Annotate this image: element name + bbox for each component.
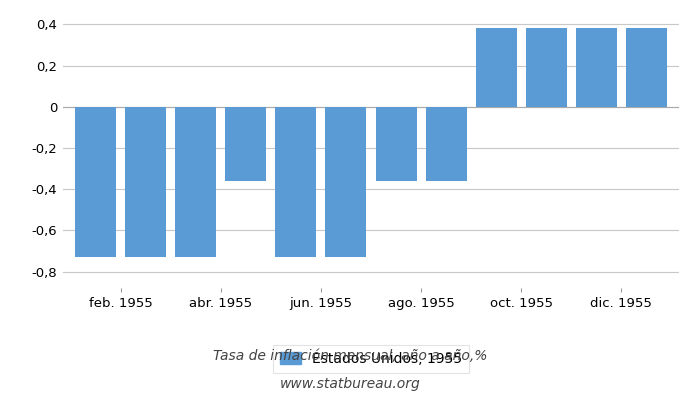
Bar: [225, 107, 266, 181]
Bar: [526, 28, 567, 107]
Bar: [426, 107, 467, 181]
Text: www.statbureau.org: www.statbureau.org: [279, 377, 421, 391]
Bar: [576, 28, 617, 107]
Bar: [175, 107, 216, 257]
Bar: [375, 107, 416, 181]
Bar: [626, 28, 667, 107]
Text: Tasa de inflación mensual, año a año,%: Tasa de inflación mensual, año a año,%: [213, 349, 487, 363]
Bar: [326, 107, 367, 257]
Bar: [275, 107, 316, 257]
Bar: [75, 107, 116, 257]
Bar: [125, 107, 166, 257]
Bar: [476, 28, 517, 107]
Legend: Estados Unidos, 1955: Estados Unidos, 1955: [273, 345, 469, 372]
